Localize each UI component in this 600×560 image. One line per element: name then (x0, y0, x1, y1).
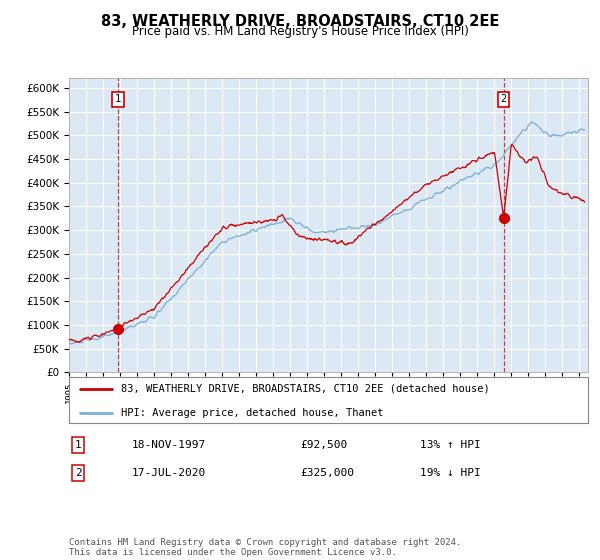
Text: 18-NOV-1997: 18-NOV-1997 (132, 440, 206, 450)
Text: £325,000: £325,000 (300, 468, 354, 478)
Text: 1: 1 (115, 94, 121, 104)
Text: 83, WEATHERLY DRIVE, BROADSTAIRS, CT10 2EE (detached house): 83, WEATHERLY DRIVE, BROADSTAIRS, CT10 2… (121, 384, 490, 394)
Text: 2: 2 (500, 94, 507, 104)
Text: 19% ↓ HPI: 19% ↓ HPI (420, 468, 481, 478)
Text: 1: 1 (74, 440, 82, 450)
Text: 83, WEATHERLY DRIVE, BROADSTAIRS, CT10 2EE: 83, WEATHERLY DRIVE, BROADSTAIRS, CT10 2… (101, 14, 499, 29)
Text: 2: 2 (74, 468, 82, 478)
Text: Contains HM Land Registry data © Crown copyright and database right 2024.
This d: Contains HM Land Registry data © Crown c… (69, 538, 461, 557)
Text: HPI: Average price, detached house, Thanet: HPI: Average price, detached house, Than… (121, 408, 383, 418)
Text: £92,500: £92,500 (300, 440, 347, 450)
Text: Price paid vs. HM Land Registry's House Price Index (HPI): Price paid vs. HM Land Registry's House … (131, 25, 469, 38)
Text: 13% ↑ HPI: 13% ↑ HPI (420, 440, 481, 450)
Text: 17-JUL-2020: 17-JUL-2020 (132, 468, 206, 478)
